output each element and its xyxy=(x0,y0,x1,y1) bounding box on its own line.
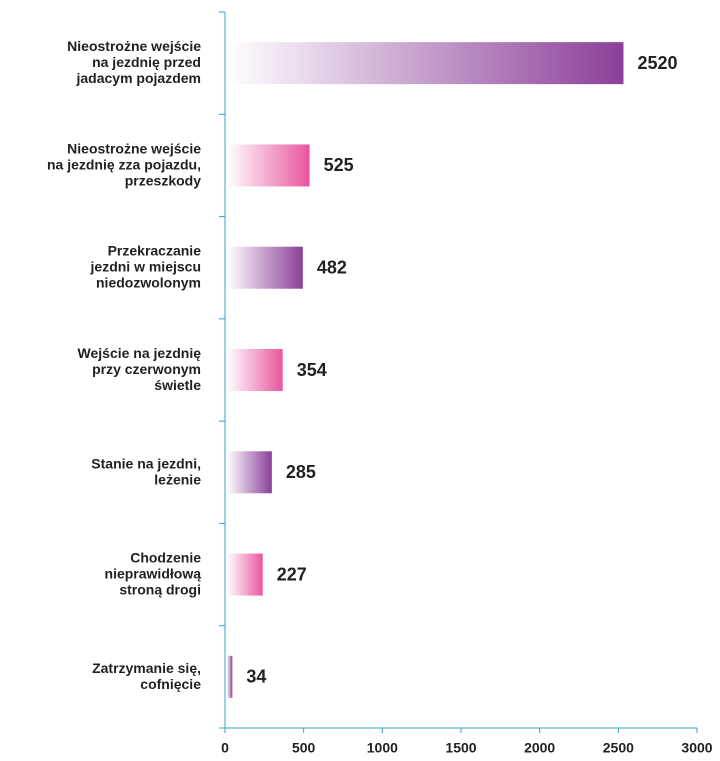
bar xyxy=(227,349,283,391)
bar xyxy=(227,42,624,85)
value-label: 227 xyxy=(277,564,307,584)
bar xyxy=(227,246,303,289)
x-tick-label: 500 xyxy=(292,740,316,756)
x-tick-label: 2000 xyxy=(524,740,555,756)
bar xyxy=(227,451,272,494)
value-label: 34 xyxy=(246,667,266,687)
category-label: Chodzenie nieprawidłową stroną drogi xyxy=(105,549,202,597)
category-label: Wejście na jezdnię przy czerwonym świetle xyxy=(78,345,202,393)
value-label: 285 xyxy=(286,462,316,482)
value-label: 482 xyxy=(317,257,347,277)
value-label: 2520 xyxy=(637,53,677,73)
x-tick-label: 1500 xyxy=(445,740,476,756)
x-tick-label: 1000 xyxy=(367,740,398,756)
category-label: Zatrzymanie się, cofnięcie xyxy=(92,660,201,692)
value-label: 354 xyxy=(297,360,327,380)
category-label: Przekraczanie jezdni w miejscu niedozwolon… xyxy=(90,242,202,290)
category-label: Nieostrożne wejście na jezdnię zza pojazd… xyxy=(47,140,201,188)
bar xyxy=(227,655,233,698)
bar xyxy=(227,553,263,596)
category-label: Stanie na jezdni, leżenie xyxy=(91,455,201,487)
x-tick-label: 3000 xyxy=(681,740,712,756)
x-tick-label: 0 xyxy=(221,740,229,756)
x-tick-label: 2500 xyxy=(603,740,634,756)
bar xyxy=(227,144,310,187)
value-label: 525 xyxy=(324,155,354,175)
category-label: Nieostrożne wejście na jezdnię przed jadac… xyxy=(67,38,201,86)
